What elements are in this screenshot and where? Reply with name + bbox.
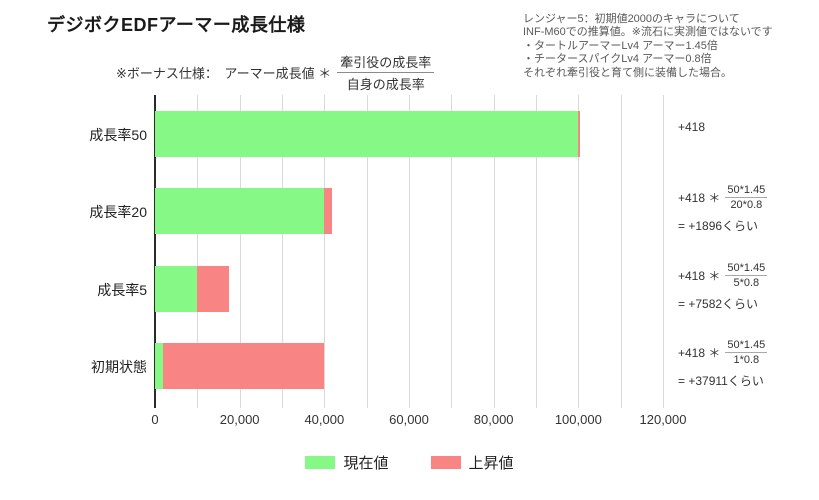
annotation-result: = +1896くらい (678, 219, 759, 234)
legend-swatch (430, 456, 461, 469)
gridline (536, 95, 537, 408)
x-tick-label: 60,000 (389, 412, 429, 427)
annotation-numerator: 50*1.45 (725, 184, 768, 199)
side-note: レンジャー5：初期値2000のキャラについて INF-M60での推算値。※流石に実… (523, 13, 815, 80)
y-axis-line (154, 95, 156, 408)
annotation-numerator: 50*1.45 (725, 261, 768, 276)
bar-segment-上昇値 (197, 265, 230, 312)
annotation-fraction: 50*1.45 20*0.8 (725, 184, 768, 212)
gridline (282, 95, 283, 408)
side-note-line: レンジャー5：初期値2000のキャラについて (523, 13, 740, 25)
category-label: 初期状態 (91, 359, 147, 376)
legend-label: 上昇値 (468, 455, 514, 472)
annotation-denominator: 5*0.8 (733, 276, 760, 289)
annotation-lead: +418 (678, 119, 706, 134)
bar-annotation: +418 ＊ 50*1.45 1*0.8 = +37911くらい (678, 339, 768, 389)
legend-item: 上昇値 (430, 452, 514, 473)
bar-segment-上昇値 (324, 188, 333, 235)
x-tick-label: 0 (151, 412, 159, 427)
side-note-line: INF-M60での推算値。※流石に実測値ではないです (523, 26, 773, 39)
annotation-result: = +7582くらい (678, 296, 759, 311)
gridline (239, 95, 241, 408)
bonus-formula-numerator: 牽引役の成長率 (337, 52, 435, 73)
bonus-formula: ※ボーナス仕様： アーマー成長値 ＊ 牽引役の成長率 自身の成長率 (116, 52, 435, 93)
gridline (663, 95, 664, 408)
annotation-numerator: 50*1.45 (725, 339, 768, 354)
bonus-formula-prefix: ※ボーナス仕様： アーマー成長値 ＊ (116, 66, 332, 81)
gridline (366, 95, 368, 408)
side-note-line: ・タートルアーマーLv4 アーマー1.45倍 (523, 39, 718, 52)
annotation-lead: +418 ＊ (678, 268, 721, 283)
page-title: デジボクEDFアーマー成長仕様 (47, 15, 306, 35)
bar-segment-現在値 (155, 265, 198, 312)
bonus-formula-denominator: 自身の成長率 (346, 77, 425, 92)
bar-annotation: +418 ＊ 50*1.45 20*0.8 = +1896くらい (678, 184, 768, 234)
bar-segment-現在値 (155, 110, 579, 157)
gridline (493, 95, 495, 408)
legend-item: 現在値 (305, 452, 389, 473)
annotation-result: = +37911くらい (678, 374, 764, 389)
annotation-denominator: 1*0.8 (733, 354, 760, 367)
bar-segment-現在値 (155, 188, 325, 235)
x-tick-label: 80,000 (473, 412, 514, 427)
gridline (409, 95, 410, 408)
annotation-fraction: 50*1.45 1*0.8 (725, 339, 768, 367)
gridline (324, 95, 326, 408)
x-tick-label: 100,000 (554, 412, 602, 427)
bar-row (155, 110, 581, 157)
bar-row (155, 265, 230, 312)
category-label: 成長率50 (89, 126, 147, 143)
x-tick-label: 120,000 (639, 412, 687, 427)
side-note-line: ・チータースパイクLv4 アーマー0.8倍 (523, 53, 712, 66)
bar-row (155, 343, 324, 390)
gridline (197, 95, 199, 408)
legend: 現在値 上昇値 (0, 452, 819, 473)
x-tick-label: 20,000 (219, 412, 260, 427)
annotation-fraction: 50*1.45 5*0.8 (725, 261, 768, 289)
annotation-lead: +418 ＊ (678, 346, 721, 361)
annotation-lead: +418 ＊ (678, 191, 721, 206)
bar-segment-上昇値 (578, 110, 581, 157)
plot-area (154, 95, 664, 408)
bar-annotation: +418 ＊ 50*1.45 5*0.8 = +7582くらい (678, 261, 768, 312)
x-tick-label: 40,000 (304, 412, 345, 427)
gridline (578, 95, 580, 408)
side-note-line: それぞれ牽引役と育て側に装備した場合。 (523, 66, 732, 79)
category-label: 成長率20 (89, 204, 147, 221)
annotation-denominator: 20*0.8 (730, 199, 763, 212)
bar-annotation: +418 (678, 120, 705, 134)
gridline (451, 95, 453, 408)
legend-label: 現在値 (343, 455, 389, 472)
bar-row (155, 188, 333, 235)
legend-swatch (305, 456, 336, 469)
gridline (620, 95, 622, 408)
bar-segment-現在値 (155, 343, 164, 390)
category-label: 成長率5 (97, 281, 147, 298)
bar-segment-上昇値 (163, 343, 324, 390)
bonus-formula-fraction: 牽引役の成長率 自身の成長率 (337, 52, 435, 93)
